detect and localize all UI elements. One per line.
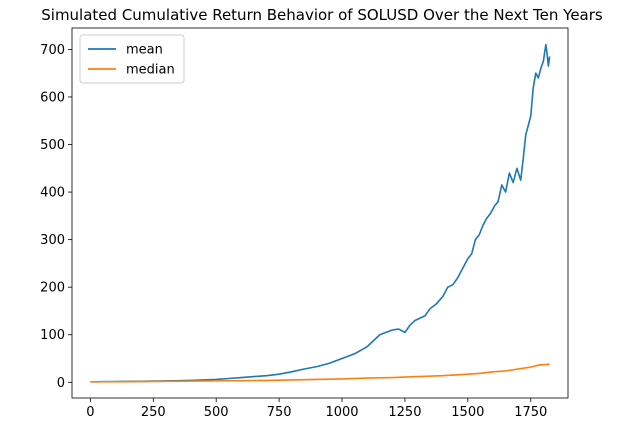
y-tick-label-2: 200 — [40, 281, 65, 296]
x-tick-label-6: 1500 — [451, 405, 484, 420]
y-tick-label-3: 300 — [40, 233, 65, 248]
axes: 0 250 500 750 1000 1250 1500 1750 0 100 200 300 400 5… — [40, 27, 569, 420]
x-tick-label-0: 0 — [86, 405, 94, 420]
series-lines — [90, 43, 551, 383]
y-tick-label-5: 500 — [40, 138, 65, 153]
legend-box — [79, 34, 185, 84]
series-line-0 — [90, 43, 551, 383]
y-tick-label-7: 700 — [40, 43, 65, 58]
x-tick-label-2: 500 — [204, 405, 229, 420]
plot-frame — [71, 27, 569, 399]
x-tick-label-1: 250 — [141, 405, 166, 420]
y-tick-label-0: 0 — [57, 376, 65, 391]
x-tick-label-7: 1750 — [514, 405, 547, 420]
y-tick-label-6: 600 — [40, 90, 65, 105]
legend: mean median — [79, 34, 185, 84]
y-tick-label-1: 100 — [40, 328, 65, 343]
series-line-1 — [90, 363, 550, 383]
legend-label-1: median — [126, 63, 175, 78]
x-tick-label-5: 1250 — [388, 405, 421, 420]
chart-title: Simulated Cumulative Return Behavior of … — [41, 6, 603, 24]
x-tick-label-3: 750 — [267, 405, 292, 420]
y-tick-label-4: 400 — [40, 186, 65, 201]
x-tick-label-4: 1000 — [325, 405, 358, 420]
legend-label-0: mean — [126, 43, 163, 58]
